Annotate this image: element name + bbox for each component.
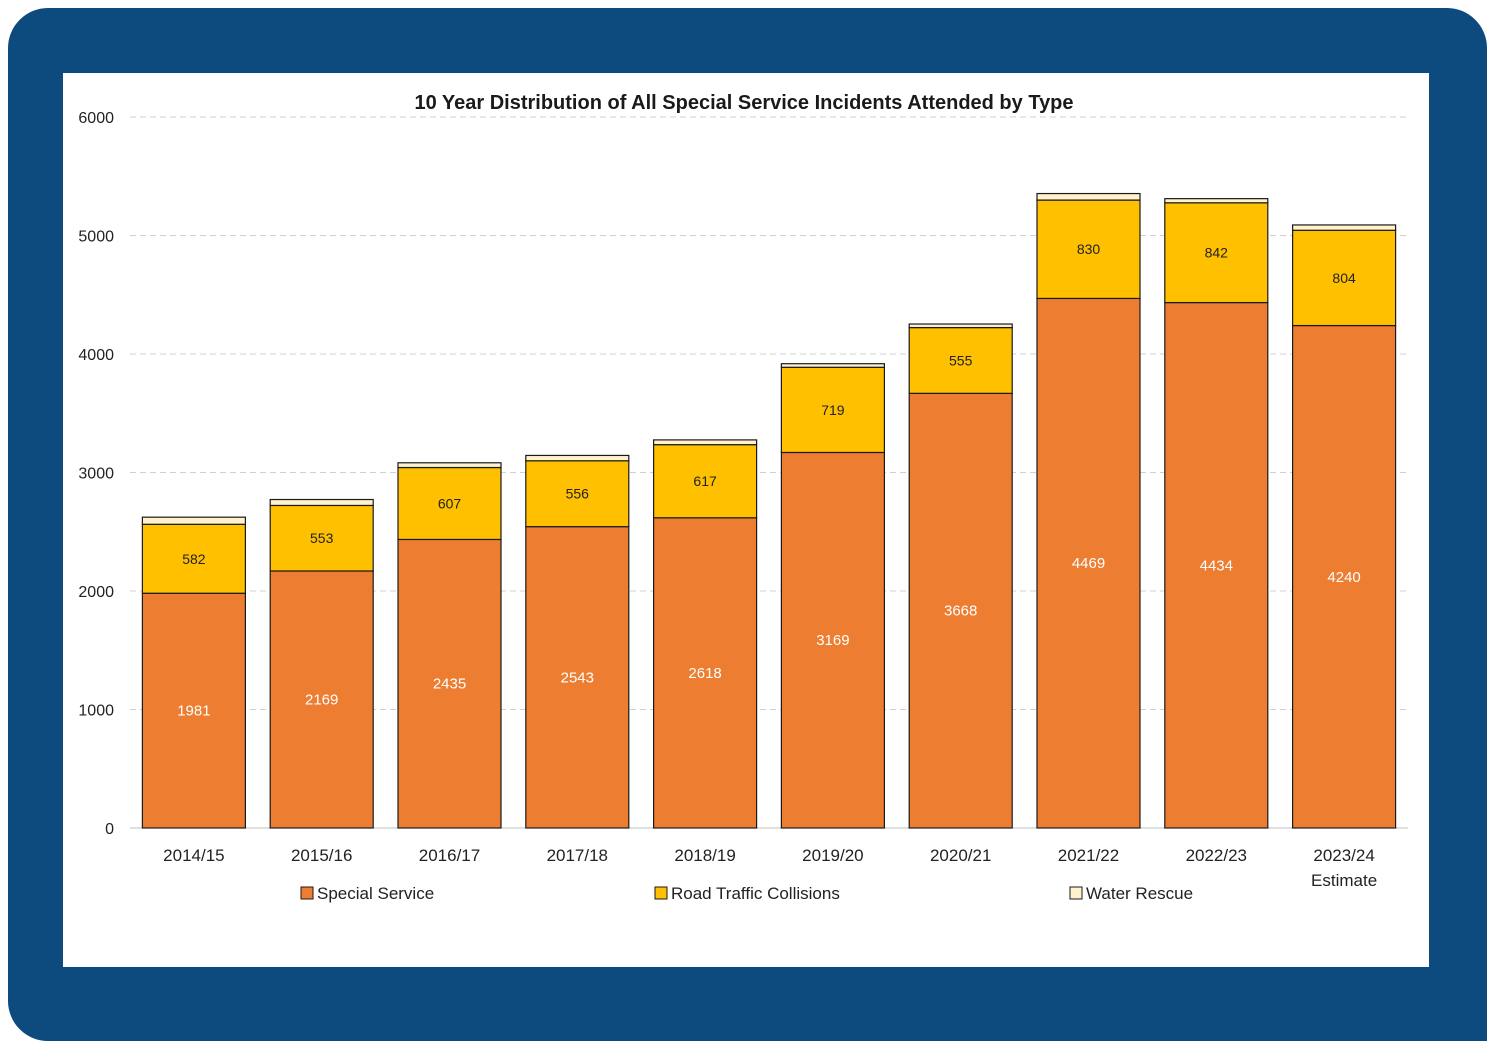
bar-segment-road-traffic-collisions bbox=[652, 444, 758, 519]
y-tick-label: 2000 bbox=[78, 584, 114, 601]
y-tick-label: 5000 bbox=[78, 229, 114, 246]
data-label-special-service: 2169 bbox=[305, 691, 338, 708]
bar-segment-water-rescue bbox=[141, 516, 246, 525]
x-tick-label: 2015/16 bbox=[291, 846, 352, 865]
data-label-road-traffic-collisions: 553 bbox=[310, 530, 334, 546]
bars bbox=[141, 192, 1397, 829]
data-label-special-service: 2543 bbox=[561, 669, 594, 686]
bar-segment-road-traffic-collisions bbox=[780, 366, 886, 454]
data-label-special-service: 1981 bbox=[177, 703, 210, 720]
bar-segment-water-rescue bbox=[269, 498, 374, 507]
bar-segment-special-service bbox=[780, 451, 886, 829]
data-label-special-service: 3668 bbox=[944, 603, 977, 620]
chart-title: 10 Year Distribution of All Special Serv… bbox=[414, 92, 1073, 114]
bar-segment-road-traffic-collisions bbox=[269, 504, 374, 572]
bar-segment-special-service bbox=[1291, 324, 1397, 829]
data-label-special-service: 2618 bbox=[688, 665, 721, 682]
data-label-road-traffic-collisions: 555 bbox=[949, 352, 973, 368]
data-label-road-traffic-collisions: 556 bbox=[566, 486, 590, 502]
bar-segment-water-rescue bbox=[652, 439, 758, 446]
bar-segment-water-rescue bbox=[1164, 198, 1269, 204]
x-tick-label: 2018/19 bbox=[674, 846, 735, 865]
bar-segment-special-service bbox=[269, 570, 374, 829]
bar-segment-water-rescue bbox=[1036, 192, 1141, 201]
y-tick-label: 1000 bbox=[78, 703, 114, 720]
y-tick-label: 3000 bbox=[78, 466, 114, 483]
data-label-road-traffic-collisions: 582 bbox=[182, 551, 206, 567]
data-label-special-service: 2435 bbox=[433, 676, 466, 693]
x-axis: 2014/15 2015/16 2016/17 2017/18 2018/19 2019/… bbox=[163, 846, 1377, 890]
bar-segment-special-service bbox=[397, 538, 502, 829]
data-label-special-service: 3169 bbox=[816, 632, 849, 649]
bar-segment-special-service bbox=[141, 592, 246, 829]
y-tick-label: 0 bbox=[105, 821, 114, 838]
legend-swatch-special-service bbox=[300, 886, 314, 900]
data-label-road-traffic-collisions: 830 bbox=[1077, 241, 1101, 257]
y-axis: 0 1000 2000 3000 4000 5000 6000 bbox=[78, 110, 114, 838]
data-label-road-traffic-collisions: 842 bbox=[1205, 245, 1229, 261]
data-label-special-service: 4469 bbox=[1072, 555, 1105, 572]
bar-segment-water-rescue bbox=[397, 462, 502, 469]
bar-segment-road-traffic-collisions bbox=[1036, 199, 1141, 300]
data-label-special-service: 4240 bbox=[1327, 569, 1360, 586]
data-label-road-traffic-collisions: 617 bbox=[693, 473, 717, 489]
legend-label-road-traffic-collisions: Road Traffic Collisions bbox=[671, 884, 840, 903]
bar-segment-road-traffic-collisions bbox=[1164, 202, 1269, 304]
bar-segment-road-traffic-collisions bbox=[141, 523, 246, 594]
bar-segment-special-service bbox=[1036, 297, 1141, 829]
x-tick-label: 2022/23 bbox=[1186, 846, 1247, 865]
x-tick-label: 2023/24 Estimate bbox=[1311, 846, 1377, 890]
bar-segment-special-service bbox=[652, 517, 758, 829]
legend-label-special-service: Special Service bbox=[317, 884, 434, 903]
bar-segment-water-rescue bbox=[1291, 224, 1397, 231]
y-tick-label: 4000 bbox=[78, 347, 114, 364]
x-tick-label: 2016/17 bbox=[419, 846, 480, 865]
bar-segment-water-rescue bbox=[908, 323, 1013, 329]
bar-segment-road-traffic-collisions bbox=[525, 460, 630, 528]
x-tick-label: 2020/21 bbox=[930, 846, 991, 865]
x-tick-label: 2017/18 bbox=[547, 846, 608, 865]
bar-segment-special-service bbox=[908, 392, 1013, 829]
legend-swatch-road-traffic-collisions bbox=[654, 886, 668, 900]
data-label-road-traffic-collisions: 804 bbox=[1332, 270, 1356, 286]
x-tick-label: 2021/22 bbox=[1058, 846, 1119, 865]
bar-segment-water-rescue bbox=[525, 454, 630, 462]
y-tick-label: 6000 bbox=[78, 110, 114, 127]
data-labels: 1981 582 2169 553 2435 607 2543 556 2618 617 3169 7… bbox=[177, 241, 1361, 719]
x-tick-label: 2019/20 bbox=[802, 846, 863, 865]
data-label-road-traffic-collisions: 607 bbox=[438, 495, 462, 511]
bar-segment-special-service bbox=[1164, 301, 1269, 829]
legend-label-water-rescue: Water Rescue bbox=[1086, 884, 1193, 903]
bar-segment-water-rescue bbox=[780, 363, 886, 368]
x-tick-label: 2014/15 bbox=[163, 846, 224, 865]
legend-swatch-water-rescue bbox=[1069, 886, 1083, 900]
data-label-special-service: 4434 bbox=[1200, 557, 1233, 574]
bar-segment-road-traffic-collisions bbox=[1291, 229, 1397, 327]
data-label-road-traffic-collisions: 719 bbox=[821, 402, 845, 418]
bar-segment-special-service bbox=[525, 526, 630, 829]
legend: Special Service Road Traffic Collisions Wa… bbox=[300, 884, 1193, 903]
